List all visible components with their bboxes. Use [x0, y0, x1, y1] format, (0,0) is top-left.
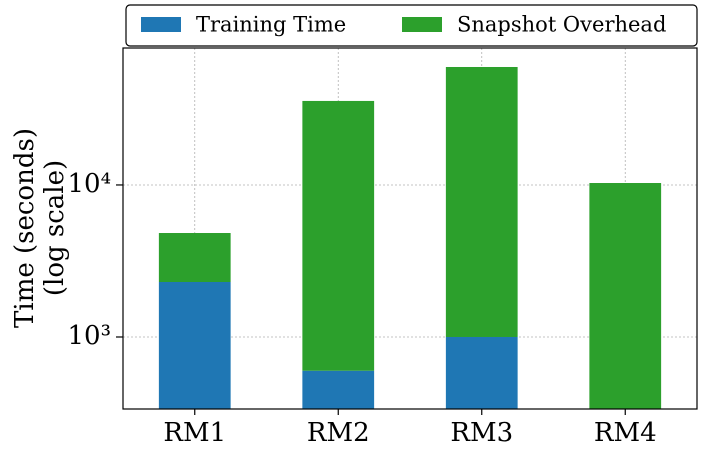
y-label-line: (log scale) [40, 160, 70, 296]
legend-swatch [141, 17, 181, 32]
x-tick-label: RM2 [307, 418, 370, 448]
y-tick-label: 10³ [67, 321, 111, 351]
bar-segment [158, 281, 231, 409]
bar-segment [302, 100, 375, 371]
x-tick-label: RM4 [594, 418, 657, 448]
bar-segment [589, 183, 662, 409]
legend-text: Training Time [196, 13, 346, 37]
bar-segment [445, 66, 518, 337]
x-tick-label: RM1 [163, 418, 226, 448]
y-tick-label: 10⁴ [67, 169, 111, 199]
legend-swatch [402, 17, 442, 32]
legend-text: Snapshot Overhead [457, 13, 666, 37]
plot-frame [122, 47, 698, 410]
bar-segment [445, 336, 518, 409]
x-tick-label: RM3 [450, 418, 513, 448]
y-label-line: Time (seconds) [10, 128, 40, 328]
bar-segment [158, 233, 231, 282]
y-axis-label: Time (seconds) (log scale) [10, 128, 70, 328]
bar-segment [302, 370, 375, 409]
